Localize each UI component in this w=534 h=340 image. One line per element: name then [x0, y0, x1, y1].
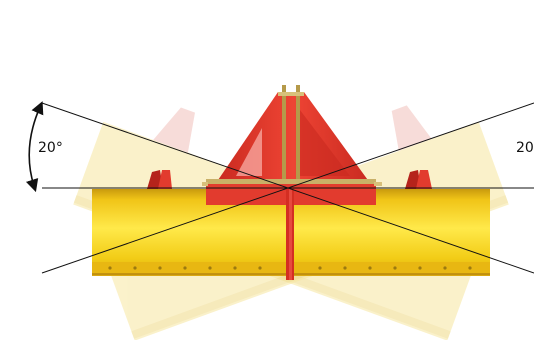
curved-double-arrow-icon — [25, 101, 44, 193]
angle-label-right: 20 — [516, 140, 534, 156]
left-bracket — [147, 170, 172, 189]
right-bracket — [405, 170, 432, 189]
angle-line-ascending — [41, 102, 534, 274]
blade-bolt-row — [108, 266, 472, 270]
angle-label-left: 20° — [38, 140, 63, 156]
reference-lines — [41, 102, 534, 274]
